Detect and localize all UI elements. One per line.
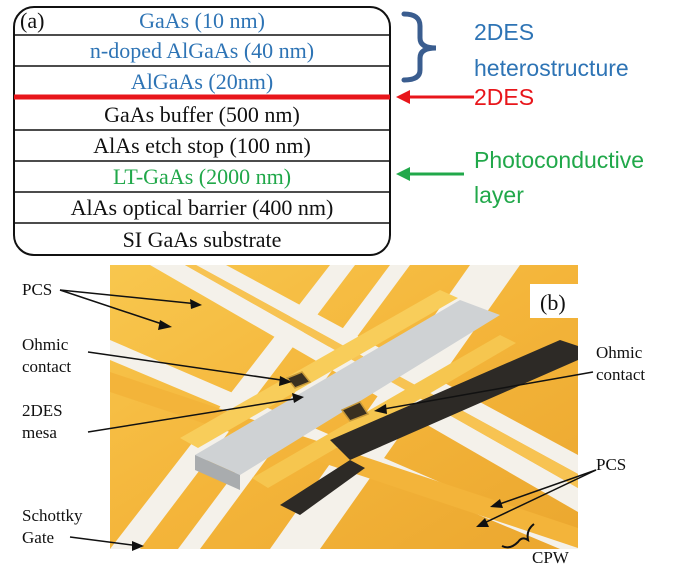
ohmic-left-pointer-head — [279, 376, 292, 386]
pcs-right-pointer-head — [476, 518, 489, 527]
ohmic-left-pointer — [87, 351, 289, 382]
label-pcs-right: PCS — [596, 455, 626, 474]
schottky-gate-ridge — [180, 290, 458, 448]
mesa-pointer — [87, 397, 301, 433]
layer-alas-etch-stop: AlAs etch stop (100 nm) — [93, 133, 311, 158]
ohmic-contact-right — [340, 401, 370, 422]
twodes-label: 2DES — [474, 84, 534, 110]
twodes-arrow-head — [396, 90, 410, 104]
layer-gaas-buffer: GaAs buffer (500 nm) — [104, 102, 300, 127]
ohmic-right-pointer-head — [374, 404, 387, 414]
heterostructure-label-line1: 2DES — [474, 19, 534, 45]
label-ohmic-right-1: Ohmic — [596, 343, 643, 362]
cpw-brace — [501, 523, 535, 549]
layer-stack-diagram: (a) GaAs (10 nm) n-doped AlGaAs (40 nm) … — [13, 6, 391, 256]
panel-b-label-box — [530, 284, 578, 318]
ohmic-contact-left — [285, 371, 312, 389]
pcs-right-pointer-head — [490, 499, 503, 508]
pcs-top-pointer-head — [158, 320, 172, 330]
photoconductive-label-line2: layer — [474, 182, 524, 208]
label-schottky-1: Schottky — [22, 506, 83, 525]
label-ohmic-left-1: Ohmic — [22, 335, 69, 354]
twodes-mesa — [195, 300, 500, 475]
gate-gap-strip — [110, 265, 355, 549]
panel-a-label: (a) — [20, 8, 44, 33]
layer-lt-gaas: LT-GaAs (2000 nm) — [113, 164, 291, 189]
label-mesa-1: 2DES — [22, 401, 63, 420]
pcs-top-pointer — [59, 289, 199, 305]
layer-si-gaas-substrate: SI GaAs substrate — [123, 227, 282, 252]
schottky-pointer-head — [132, 541, 144, 551]
label-pcs-top: PCS — [22, 280, 52, 299]
layer-alas-optical-barrier: AlAs optical barrier (400 nm) — [71, 195, 334, 220]
layer-gaas-cap: GaAs (10 nm) — [139, 8, 265, 33]
dark-stripe-lower — [280, 460, 365, 515]
label-schottky-2: Gate — [22, 528, 54, 547]
pcs-right-pointer — [479, 469, 597, 526]
schottky-pointer — [69, 536, 141, 547]
layer-stack-frame — [13, 6, 391, 256]
label-ohmic-left-2: contact — [22, 357, 71, 376]
mesa-pointer-head — [292, 393, 304, 403]
twodes-mesa-side — [195, 455, 240, 490]
heterostructure-brace — [401, 11, 437, 83]
photoconductive-label-line1: Photoconductive — [474, 147, 644, 173]
label-ohmic-right-2: contact — [596, 365, 645, 384]
pcs-top-pointer — [59, 289, 169, 327]
heterostructure-label-line2: heterostructure — [474, 55, 629, 81]
dark-stripe — [330, 340, 578, 460]
photoconductive-arrow-head — [396, 167, 410, 181]
panel-b-label: (b) — [540, 290, 566, 315]
layer-n-doped-algaas: n-doped AlGaAs (40 nm) — [90, 38, 314, 63]
pcs-top-pointer-head — [190, 299, 202, 309]
pcs-right-pointer — [493, 469, 597, 507]
layer-algaas-spacer: AlGaAs (20nm) — [131, 69, 273, 94]
label-cpw: CPW — [532, 548, 570, 567]
ohmic-right-pointer — [377, 371, 594, 411]
device-render — [110, 265, 578, 549]
label-mesa-2: mesa — [22, 423, 57, 442]
